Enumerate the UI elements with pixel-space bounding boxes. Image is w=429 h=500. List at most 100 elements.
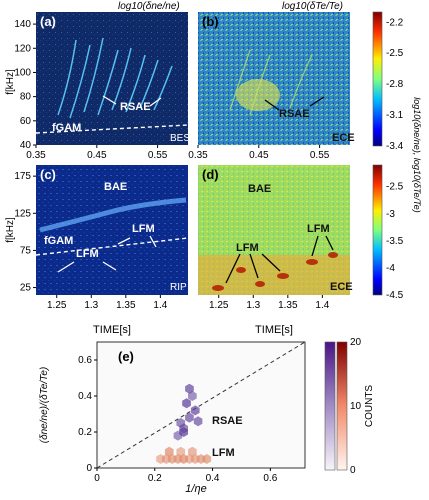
panel-c-xlabel: TIME[s] [93,324,131,336]
panel-b-title: log10(δTe/Te) [282,1,343,12]
colorbar-top [372,11,383,147]
panel-d-xticks: 1.25 1.3 1.35 1.4 [209,295,330,311]
panel-a-y-tick-label: 140 [14,19,31,30]
panel-c-x-tick-label: 1.3 [84,300,98,311]
colorbar-mid-tick-label: -4.5 [386,290,404,301]
panel-a-y-tick-label: 120 [14,43,31,54]
panel-e-x-tick-label: 0.2 [148,473,162,484]
panel-e-xlabel: 1/ηe [185,483,206,495]
panel-c-x-tick-label: 1.35 [116,300,136,311]
panel-a-arrows [102,95,162,107]
panel-b: (b) log10(δTe/Te) RSAE ECE 0.35 0.45 0.55 … [188,1,403,161]
panel-d-ann-lfm-2: LFM [236,242,259,254]
panel-b-x-tick-label: 0.35 [188,150,208,161]
panel-c-gam-line [35,237,189,256]
colorbar-top-tick-label: -3.4 [386,141,404,152]
panel-d-x-tick-label: 1.35 [278,300,298,311]
colorbar-top-ticks: -2.2 -2.5 -2.8 -3.1 -3.4 [386,17,404,152]
panel-e-point-rsae [193,416,203,427]
panel-e-x-tick-label: 0.4 [206,473,220,484]
panel-e-y-tick-label: 0.6 [78,355,92,366]
panel-e-point-rsae [188,391,197,401]
panel-d-lfm-bursts [212,252,338,291]
panel-b-ann-ece: ECE [332,132,355,144]
panel-b-xticks: 0.35 0.45 0.55 [188,145,330,161]
panel-e-point-rsae [182,398,191,409]
panel-c-x-tick-label: 1.25 [47,300,67,311]
panel-b-label: (b) [202,14,219,29]
panel-a-yticks: 40 60 80 100 120 140 [14,19,36,151]
panel-b-rsae-chirps [229,49,313,116]
panel-e-label: (e) [118,349,134,364]
panel-a-y-tick-label: 100 [14,67,31,78]
panel-c-x-tick-label: 1.4 [153,300,167,311]
colorbar-counts-red [336,341,348,471]
panel-e-point-rsae [185,412,194,423]
colorbar-counts-tick-label: 0 [350,465,356,476]
panel-a-ylabel: f[kHz] [5,69,16,95]
panel-b-x-tick-label: 0.45 [249,150,269,161]
panel-c-ann-lfm-1: LFM [132,223,155,235]
colorbar-counts-tick-label: 10 [350,401,362,412]
panel-c-arrows [57,235,157,273]
panel-c-spectrogram [36,165,188,295]
colorbar-mid-tick-label: -3.5 [386,236,404,247]
panel-c-y-tick-label: 175 [14,171,31,182]
colorbar-top-tick-label: -3.1 [386,110,404,121]
panel-a-spectrogram [36,12,188,145]
panel-c-xticks: 1.25 1.3 1.35 1.4 [47,295,168,311]
panel-e-point-lfm [164,446,174,457]
panel-a-title: log10(δne/ne) [118,1,180,12]
panel-a-xticks: 0.35 0.45 0.55 [26,145,168,161]
panel-e-point-lfm [202,454,212,464]
panel-e-x-tick-label: 0.6 [263,473,277,484]
panel-c-ylabel: f[kHz] [5,217,16,243]
panel-e: (e) RSAE LFM 0 0.2 0.4 0.6 00.20.40.6 1/ηe … [39,337,375,495]
panel-c: (c) f[kHz] BAE LFM LFM fGAM RIP 25 75 125 1… [5,165,189,336]
panel-e-yticks: 0 0.2 0.4 0.6 [78,355,97,474]
panel-e-point-lfm [176,446,186,457]
colorbar-counts-ticks: 0 10 20 [350,337,362,476]
panel-e-y-tick-label: 0.2 [78,427,92,438]
panel-d-arrows [225,235,334,284]
colorbar-mid-tick-label: -2.5 [386,182,404,193]
panel-a-rsae-chirps [57,37,173,119]
panel-a-x-tick-label: 0.45 [87,150,107,161]
colorbar-top-tick-label: -2.5 [386,48,404,59]
colorbar-top-tick-label: -2.2 [386,17,404,28]
panel-c-ann-fgam: fGAM [44,235,73,247]
panel-d-ann-ece: ECE [330,281,353,293]
panel-e-xticks: 0 0.2 0.4 0.6 [94,468,278,484]
panel-c-bae-band [39,197,187,233]
colorbar-label: log10(δne/ne), log10(δTe/Te) [412,97,422,212]
panel-a-label: (a) [40,14,56,29]
panel-e-y-tick-label: 0 [86,463,92,474]
panel-b-spectrogram [198,12,350,145]
panel-d-label: (d) [202,167,219,182]
panel-c-ann-rip: RIP [170,282,187,293]
panel-a-y-tick-label: 40 [20,140,32,151]
panel-e-ylabel: (δne/ne)/(δTe/Te) [39,367,50,444]
panel-a-y-tick-label: 80 [20,92,32,103]
panel-d-x-tick-label: 1.4 [315,300,329,311]
panel-d: (d) BAE LFM LFM ECE 1.25 1.3 1.35 1.4 TIME[… [198,97,422,336]
panel-e-y-tick-label: 0.4 [78,391,92,402]
panel-d-ann-lfm-1: LFM [307,223,330,235]
panel-a-x-tick-label: 0.35 [26,150,46,161]
panel-d-ann-bae: BAE [248,183,271,195]
panel-d-x-tick-label: 1.25 [209,300,229,311]
colorbar-counts-label: COUNTS [364,385,375,428]
panel-c-y-tick-label: 25 [20,283,32,294]
panel-e-point-rsae [176,418,186,428]
panel-d-x-tick-label: 1.3 [246,300,260,311]
panel-e-point-lfm [188,446,197,457]
panel-a-x-tick-label: 0.55 [148,150,168,161]
panel-b-ann-rsae: RSAE [279,108,310,120]
colorbar-mid [372,164,383,296]
panel-c-ann-lfm-2: LFM [76,248,99,260]
panel-e-point-rsae [190,405,200,416]
panel-c-label: (c) [40,167,56,182]
panel-c-y-tick-label: 125 [14,208,31,219]
panel-e-reference-line [96,341,306,469]
panel-e-x-tick-label: 0 [94,473,100,484]
